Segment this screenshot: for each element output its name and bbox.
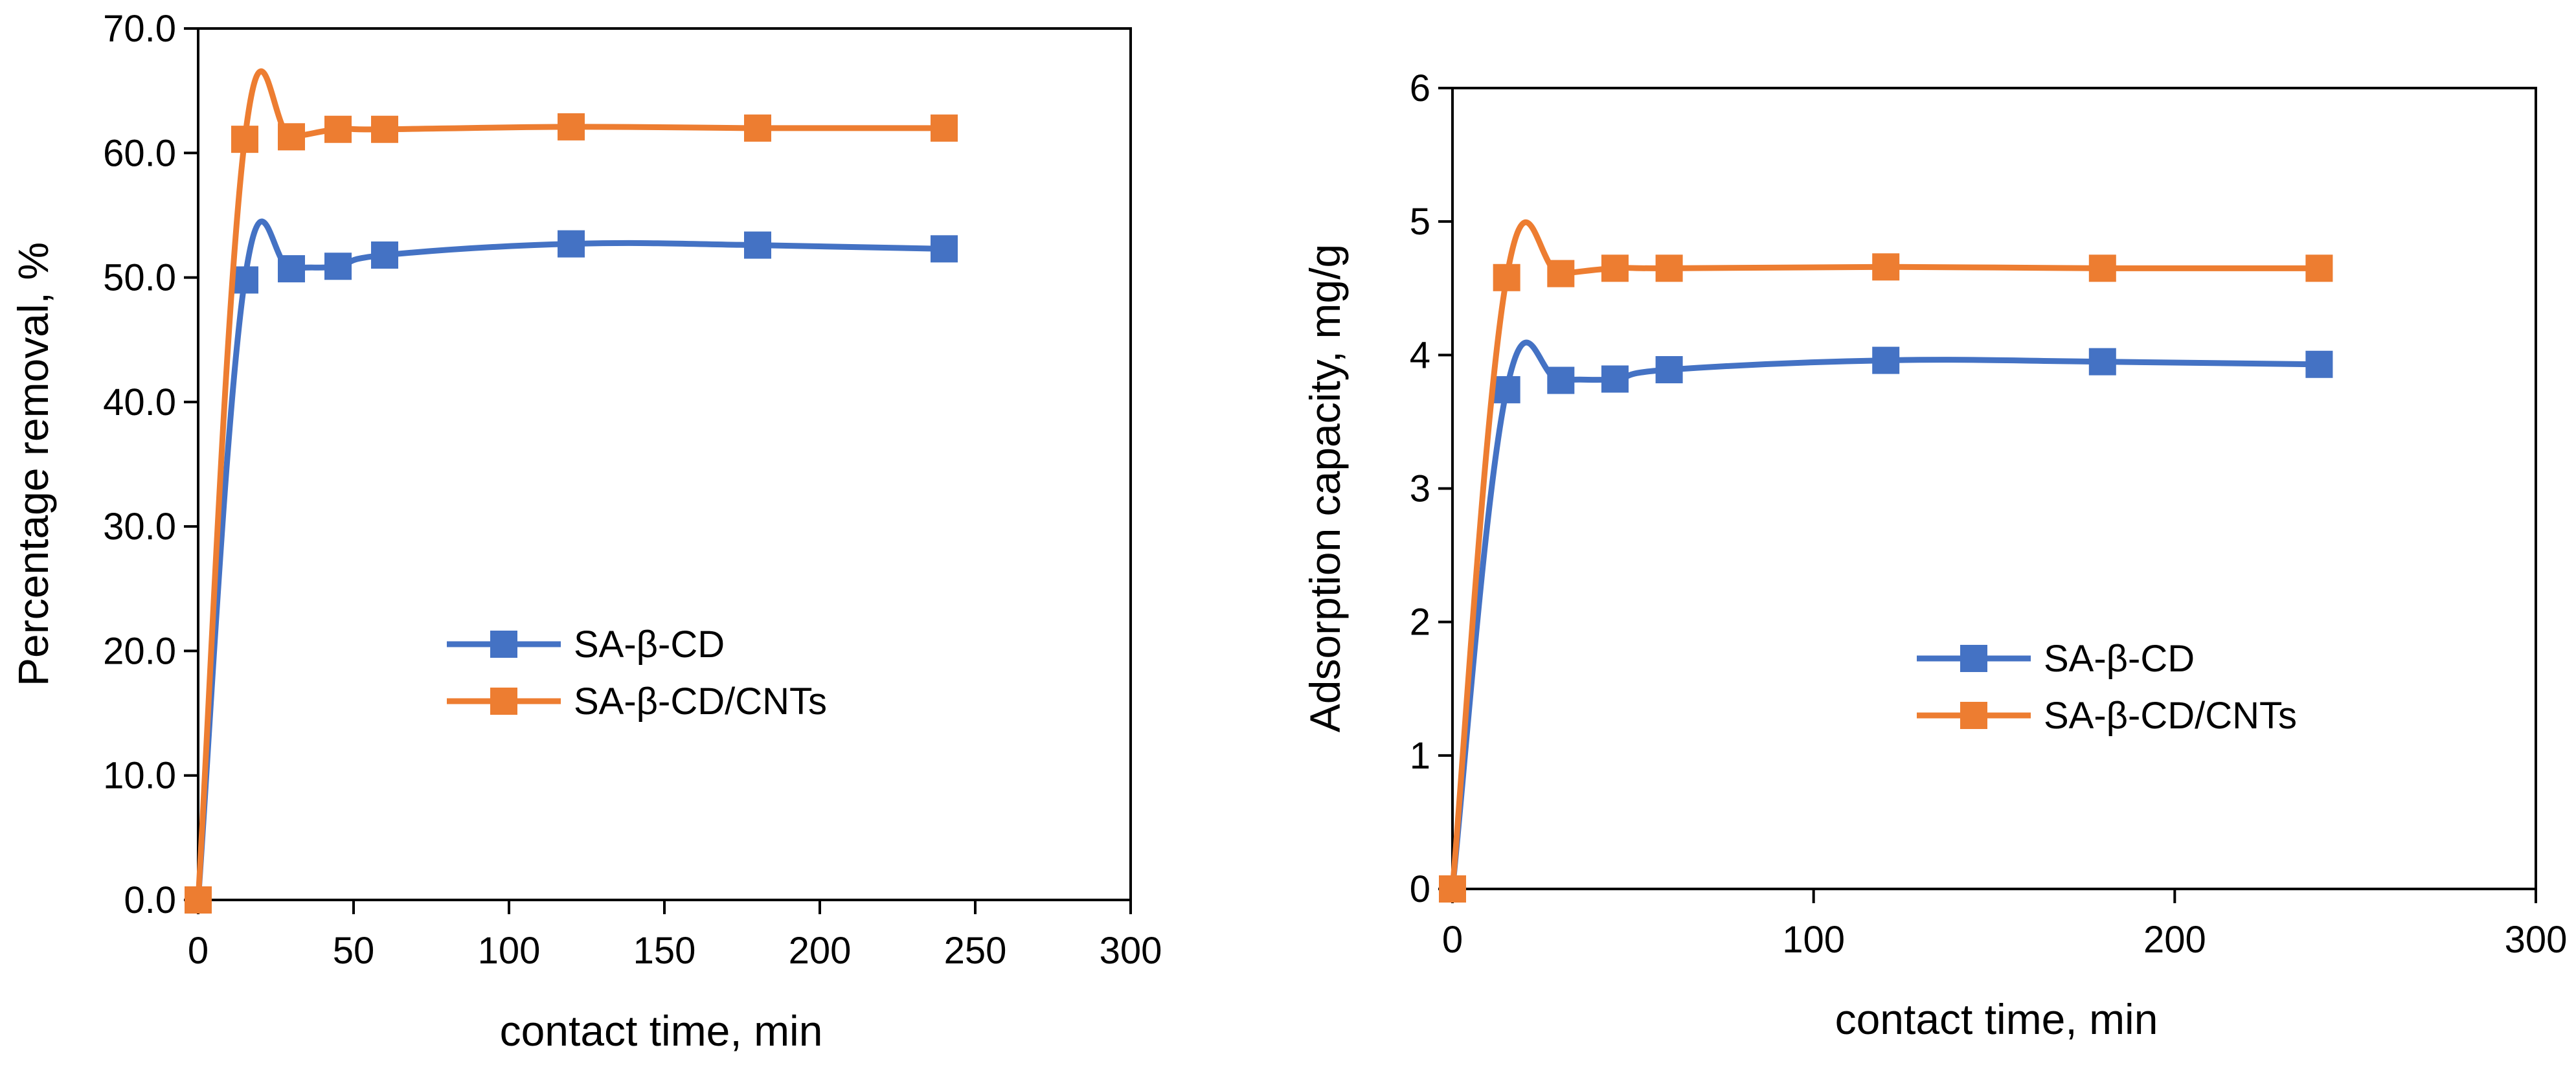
data-point-marker	[1872, 253, 1900, 281]
legend-label: SA-β-CD/CNTs	[574, 680, 827, 723]
data-point-marker	[931, 114, 958, 142]
y-tick-label: 3	[1410, 468, 1430, 510]
data-point-marker	[231, 126, 258, 153]
legend-entry: SA-β-CD	[447, 623, 725, 666]
data-point-marker	[371, 241, 398, 269]
legend-label: SA-β-CD/CNTs	[2044, 695, 2297, 737]
y-tick-label: 0.0	[124, 879, 176, 921]
series-line	[1449, 339, 2320, 890]
x-tick-label: 0	[1442, 919, 1463, 961]
data-point-marker	[1872, 346, 1900, 374]
y-tick-label: 2	[1410, 601, 1430, 644]
data-point-marker	[324, 115, 352, 143]
x-tick-label: 100	[1782, 919, 1845, 961]
x-tick-label: 200	[789, 930, 852, 972]
y-tick-label: 20.0	[103, 630, 176, 672]
y-tick-label: 5	[1410, 201, 1430, 243]
legend-marker-swatch	[1960, 645, 1987, 672]
x-tick-label: 50	[333, 930, 375, 972]
legend-marker-swatch	[490, 631, 517, 658]
series-0	[185, 218, 958, 914]
legend-marker-swatch	[490, 688, 517, 715]
legend-entry: SA-β-CD/CNTs	[1917, 695, 2297, 737]
legend-entry: SA-β-CD/CNTs	[447, 680, 827, 723]
series-1	[1439, 219, 2333, 903]
y-tick-label: 50.0	[103, 257, 176, 299]
data-point-marker	[2305, 254, 2333, 282]
data-point-marker	[278, 123, 305, 151]
x-tick-label: 250	[944, 930, 1007, 972]
data-point-marker	[2088, 348, 2116, 376]
y-tick-label: 10.0	[103, 755, 176, 797]
plot-area-frame	[1451, 87, 2537, 890]
x-tick-label: 100	[478, 930, 541, 972]
series-1	[185, 68, 958, 914]
data-point-marker	[931, 235, 958, 263]
data-point-marker	[371, 115, 398, 143]
series-line	[195, 218, 945, 901]
data-point-marker	[1547, 366, 1575, 394]
data-point-marker	[2088, 254, 2116, 282]
y-tick-label: 60.0	[103, 132, 176, 174]
y-tick-label: 40.0	[103, 381, 176, 423]
data-point-marker	[558, 113, 585, 140]
chart-percentage-removal: 0.0 10.0 20.0 30.0 40.0 50.0 60.0 70.0 0 50 100 150…	[9, 8, 1162, 1055]
y-tick-label: 4	[1410, 334, 1430, 376]
y-axis-title: Percentage removal, %	[9, 242, 57, 686]
data-point-marker	[324, 253, 352, 280]
data-point-marker	[744, 114, 771, 142]
data-point-marker	[1493, 376, 1520, 403]
legend-label: SA-β-CD	[574, 623, 725, 666]
data-point-marker	[1601, 365, 1629, 393]
x-tick-label: 300	[2505, 919, 2568, 961]
data-point-marker	[1439, 875, 1466, 903]
series-line	[1449, 219, 2320, 890]
data-point-marker	[278, 255, 305, 283]
legend-entry: SA-β-CD	[1917, 638, 2195, 680]
series-line	[195, 68, 945, 901]
data-point-marker	[558, 230, 585, 258]
y-tick-label: 6	[1410, 67, 1430, 109]
data-point-marker	[1601, 254, 1629, 282]
y-axis-title: Adsorption capacity, mg/g	[1301, 244, 1349, 733]
y-tick-label: 1	[1410, 735, 1430, 777]
x-axis-title: contact time, min	[500, 1007, 823, 1055]
plot-area-frame	[197, 27, 1132, 901]
chart-adsorption-capacity: 0 1 2 3 4 5 6 0 100 200 300 contact time, min Adsorp…	[1301, 67, 2567, 1043]
y-tick-label: 70.0	[103, 8, 176, 50]
series-0	[1439, 339, 2333, 903]
data-point-marker	[744, 231, 771, 259]
data-point-marker	[1493, 264, 1520, 291]
x-tick-label: 200	[2143, 919, 2206, 961]
y-tick-label: 30.0	[103, 506, 176, 548]
data-point-marker	[185, 886, 212, 914]
x-axis-title: contact time, min	[1835, 995, 2158, 1043]
data-point-marker	[2305, 350, 2333, 378]
data-point-marker	[1547, 260, 1575, 287]
x-tick-label: 150	[633, 930, 696, 972]
x-tick-label: 300	[1100, 930, 1162, 972]
legend-marker-swatch	[1960, 702, 1987, 729]
data-point-marker	[1655, 356, 1683, 384]
legend-label: SA-β-CD	[2044, 638, 2195, 680]
data-point-marker	[1655, 254, 1683, 282]
x-tick-label: 0	[188, 930, 209, 972]
y-tick-label: 0	[1410, 868, 1430, 910]
